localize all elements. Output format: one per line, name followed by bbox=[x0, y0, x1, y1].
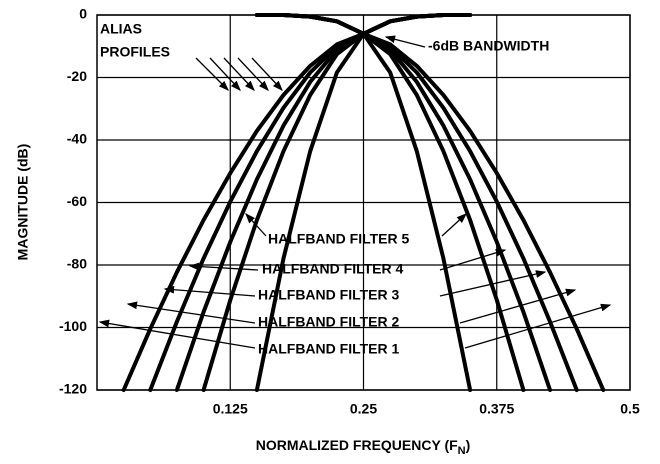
y-tick-label: -60 bbox=[67, 193, 87, 209]
y-tick-label: -100 bbox=[59, 318, 87, 334]
x-axis-label-part: ) bbox=[466, 437, 471, 453]
annotation: PROFILES bbox=[100, 44, 170, 60]
x-axis-label: NORMALIZED FREQUENCY (FN) bbox=[256, 437, 471, 457]
x-axis-label-part: NORMALIZED FREQUENCY (F bbox=[256, 437, 458, 453]
series-label: HALFBAND FILTER 5 bbox=[268, 231, 409, 247]
x-tick-label: 0.125 bbox=[213, 401, 248, 417]
annotation: -6dB BANDWIDTH bbox=[428, 38, 549, 54]
x-tick-label: 0.5 bbox=[620, 401, 640, 417]
series-label: HALFBAND FILTER 3 bbox=[258, 287, 399, 303]
y-axis-label: MAGNITUDE (dB) bbox=[15, 144, 31, 261]
x-tick-label: 0.25 bbox=[350, 401, 377, 417]
x-axis-label-sub: N bbox=[458, 445, 466, 457]
y-tick-label: -80 bbox=[67, 256, 87, 272]
plot-frame bbox=[96, 14, 631, 391]
series-label: HALFBAND FILTER 1 bbox=[258, 341, 399, 357]
annotation: ALIAS bbox=[100, 21, 142, 37]
series-label: HALFBAND FILTER 4 bbox=[262, 261, 403, 277]
y-tick-label: 0 bbox=[79, 6, 87, 22]
series-label: HALFBAND FILTER 2 bbox=[258, 314, 399, 330]
y-tick-label: -40 bbox=[67, 131, 87, 147]
x-tick-label: 0.375 bbox=[479, 401, 514, 417]
y-tick-label: -20 bbox=[67, 68, 87, 84]
y-tick-label: -120 bbox=[59, 381, 87, 397]
response-curve bbox=[121, 13, 473, 392]
response-curve bbox=[254, 13, 606, 392]
arrows bbox=[98, 35, 612, 349]
